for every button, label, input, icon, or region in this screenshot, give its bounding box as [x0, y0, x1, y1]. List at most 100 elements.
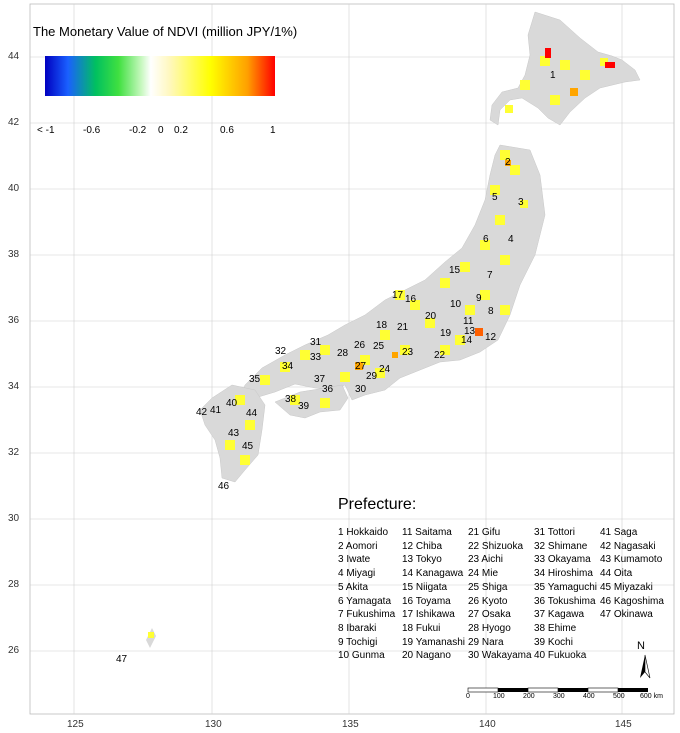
- y-tick: 26: [8, 645, 20, 656]
- map-number: 19: [440, 328, 452, 339]
- prefecture-entry: 9 Tochigi: [338, 636, 378, 648]
- map-number: 40: [226, 398, 238, 409]
- prefecture-entry: 17 Ishikawa: [402, 609, 455, 621]
- prefecture-entry: 22 Shizuoka: [468, 540, 524, 552]
- ndvi-cells-yellow: [148, 56, 608, 638]
- map-number: 16: [405, 294, 417, 305]
- map-number: 10: [450, 299, 462, 310]
- map-number: 1: [550, 70, 556, 81]
- prefecture-entry: 2 Aomori: [338, 540, 378, 552]
- prefecture-entry: 35 Yamaguchi: [534, 581, 598, 593]
- prefecture-entry: 29 Nara: [468, 636, 504, 648]
- prefecture-entry: 5 Akita: [338, 581, 369, 593]
- y-tick: 30: [8, 513, 20, 524]
- prefecture-legend-title: Prefecture:: [338, 496, 417, 513]
- prefecture-entry: 3 Iwate: [338, 554, 371, 566]
- map-number: 42: [196, 407, 208, 418]
- y-tick: 40: [8, 183, 20, 194]
- map-number: 33: [310, 352, 322, 363]
- map-number: 37: [314, 374, 326, 385]
- map-number: 44: [246, 408, 258, 419]
- prefecture-entry: 24 Mie: [468, 568, 499, 580]
- prefecture-entry: 28 Hyogo: [468, 622, 511, 634]
- map-number: 31: [310, 337, 322, 348]
- map-number: 15: [449, 265, 461, 276]
- map-number: 17: [392, 290, 404, 301]
- map-number: 47: [116, 654, 128, 665]
- map-number: 11: [463, 316, 474, 327]
- prefecture-entry: 6 Yamagata: [338, 595, 392, 607]
- map-number: 41: [210, 405, 222, 416]
- prefecture-entry: 1 Hokkaido: [338, 527, 389, 538]
- y-tick: 42: [8, 117, 20, 128]
- map-number: 7: [487, 270, 493, 281]
- map-number: 21: [397, 322, 409, 333]
- tick: -0.6: [83, 125, 101, 136]
- map-number: 26: [354, 340, 366, 351]
- map-number: 32: [275, 346, 287, 357]
- y-tick: 28: [8, 579, 20, 590]
- color-bar: [45, 56, 275, 96]
- prefecture-entry: 45 Miyazaki: [600, 581, 653, 593]
- map-number: 6: [483, 234, 489, 245]
- prefecture-entry: 42 Nagasaki: [600, 540, 656, 552]
- map-number: 14: [461, 335, 473, 346]
- tick: -0.2: [129, 125, 147, 136]
- y-tick: 32: [8, 447, 20, 458]
- prefecture-entry: 27 Osaka: [468, 609, 511, 621]
- prefecture-entry: 44 Oita: [600, 568, 633, 580]
- map-number: 8: [488, 306, 494, 317]
- prefecture-entry: [600, 650, 670, 661]
- scale-label: 300: [553, 693, 565, 700]
- x-tick: 135: [342, 719, 359, 730]
- map-number: 46: [218, 481, 230, 492]
- scale-bar: [467, 687, 648, 693]
- prefecture-entry: [600, 637, 670, 648]
- map-number: 4: [508, 234, 514, 245]
- x-tick: 130: [205, 719, 222, 730]
- prefecture-entry: 41 Saga: [600, 527, 638, 538]
- x-tick: 145: [615, 719, 632, 730]
- map-number: 13: [464, 326, 476, 337]
- prefecture-entry: 8 Ibaraki: [338, 622, 377, 634]
- prefecture-entry: 34 Hiroshima: [534, 568, 593, 580]
- map-number: 5: [492, 192, 498, 203]
- map-number: 43: [228, 428, 240, 439]
- prefecture-entry: 25 Shiga: [468, 581, 508, 593]
- prefecture-entry: 14 Kanagawa: [402, 568, 464, 580]
- scale-label: 400: [583, 693, 595, 700]
- map-number: 39: [298, 401, 310, 412]
- map-number: 22: [434, 350, 446, 361]
- prefecture-entry: 21 Gifu: [468, 527, 501, 538]
- map-number: 2: [505, 157, 511, 168]
- prefecture-entry: 10 Gunma: [338, 650, 385, 662]
- prefecture-entry: 37 Kagawa: [534, 609, 585, 621]
- prefecture-entry: 31 Tottori: [534, 527, 575, 538]
- map-number: 25: [373, 341, 385, 352]
- map-number: 28: [337, 348, 349, 359]
- scale-label: 100: [493, 693, 505, 700]
- prefecture-legend: 1 Hokkaido 11 Saitama 21 Gifu 31 Tottori 41 …: [338, 527, 670, 662]
- tick: < -1: [37, 125, 55, 136]
- legend-title: The Monetary Value of NDVI (million JPY/…: [33, 24, 298, 39]
- map-number: 30: [355, 384, 367, 395]
- tick: 1: [270, 125, 276, 136]
- map-number: 23: [402, 347, 414, 358]
- prefecture-entry: 15 Niigata: [402, 581, 448, 593]
- shikoku-shape: [274, 384, 349, 419]
- map-number: 29: [366, 371, 378, 382]
- prefecture-entry: 30 Wakayama: [468, 650, 532, 662]
- prefecture-entry: 20 Nagano: [402, 650, 451, 662]
- tick: 0.6: [220, 125, 234, 136]
- prefecture-entry: 19 Yamanashi: [402, 636, 466, 648]
- map-number: 34: [282, 361, 294, 372]
- north-arrow-icon: [640, 654, 651, 679]
- prefecture-entry: 13 Tokyo: [402, 554, 442, 566]
- prefecture-entry: 38 Ehime: [534, 622, 577, 634]
- prefecture-entry: 18 Fukui: [402, 622, 441, 634]
- north-label: N: [637, 640, 645, 652]
- prefecture-entry: 16 Toyama: [402, 595, 451, 607]
- scale-label: 0: [466, 693, 470, 700]
- y-tick: 44: [8, 51, 20, 62]
